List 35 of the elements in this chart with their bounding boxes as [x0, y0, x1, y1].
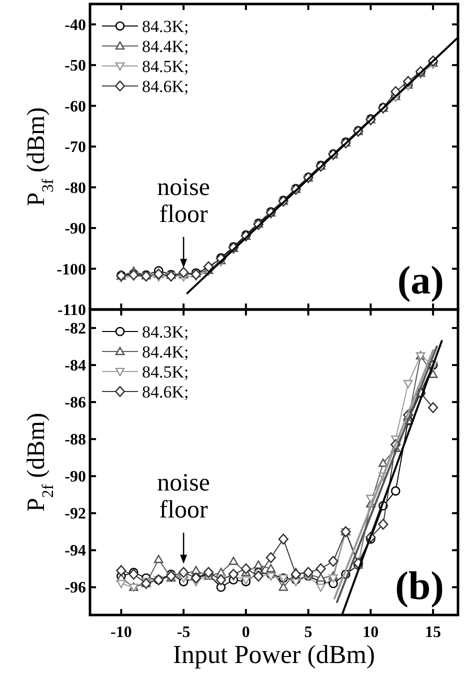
x-tick-label: 10: [362, 624, 379, 641]
y-tick-label: -110: [58, 302, 86, 319]
legend-label: 84.5K;: [142, 362, 189, 382]
x-tick-label: 0: [242, 624, 250, 641]
annotation: noise floor: [157, 174, 210, 228]
legend-label: 84.4K;: [142, 37, 189, 56]
y-tick-label: -92: [64, 506, 86, 523]
x-tick-label: -10: [110, 624, 132, 641]
annotation: (b): [395, 563, 444, 608]
y-tick-label: -82: [64, 320, 86, 338]
legend-label: 84.6K;: [142, 382, 189, 402]
y-tick-label: -90: [64, 468, 86, 486]
y-tick-label: -100: [56, 261, 86, 278]
y-tick-label: -94: [64, 542, 86, 560]
x-tick-label: 15: [425, 624, 442, 641]
legend-label: 84.4K;: [142, 342, 189, 362]
y-tick-label: -96: [64, 580, 86, 597]
annotation: (a): [397, 258, 444, 302]
legend-label: 84.6K;: [142, 77, 189, 96]
annotation: noise floor: [157, 470, 210, 524]
y-tick-label: -90: [64, 220, 86, 238]
y-tick-label: -80: [64, 180, 86, 197]
legend-label: 84.3K;: [142, 17, 189, 36]
x-tick-label: -5: [176, 624, 190, 641]
y-tick-label: -88: [64, 432, 86, 449]
y-tick-label: -84: [64, 358, 86, 375]
y-tick-label: -60: [64, 98, 86, 116]
legend-label: 84.5K;: [142, 57, 189, 76]
y-tick-label: -86: [64, 394, 86, 412]
y-tick-label: -70: [64, 139, 86, 156]
legend-label: 84.3K;: [142, 322, 189, 342]
y-tick-label: -40: [64, 16, 86, 34]
x-tick-label: 5: [304, 624, 312, 641]
x-axis-title: Input Power (dBm): [172, 640, 376, 669]
y-tick-label: -50: [64, 58, 86, 75]
